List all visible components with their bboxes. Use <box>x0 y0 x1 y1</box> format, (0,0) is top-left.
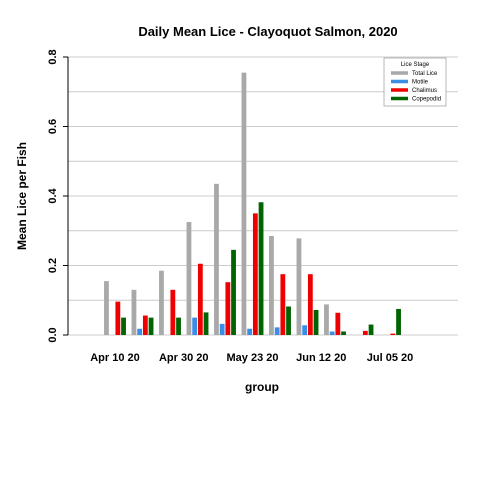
bar-motile <box>192 317 198 336</box>
bar-copepodid <box>286 306 291 335</box>
legend-entry-label: Motile <box>412 80 429 86</box>
bar-total-lice <box>131 289 137 335</box>
bar-chalimus <box>170 289 176 335</box>
bar-chalimus <box>197 263 203 335</box>
bar-chalimus <box>307 274 313 335</box>
bar-motile <box>274 327 280 335</box>
bar-chalimus <box>252 213 258 336</box>
bar-copepodid <box>121 317 126 336</box>
y-tick-label: 0.2 <box>47 258 59 273</box>
bar-copepodid <box>203 312 209 335</box>
bar-total-lice <box>324 304 329 335</box>
bar-copepodid <box>313 309 319 335</box>
x-tick-label: Jul 05 20 <box>367 352 413 364</box>
bar-chalimus <box>390 333 396 335</box>
y-tick-label: 0.4 <box>47 187 59 203</box>
legend-entry-label: Copepodid <box>412 97 441 103</box>
bar-copepodid <box>258 202 264 335</box>
bar-motile <box>329 331 335 335</box>
legend-entry-label: Chalimus <box>412 88 437 94</box>
x-tick-label: Apr 30 20 <box>159 352 209 364</box>
bar-copepodid <box>231 249 236 335</box>
bar-copepodid <box>396 308 401 335</box>
bar-total-lice <box>296 238 302 335</box>
y-axis: 0.0 0.2 0.4 0.6 0.8 <box>47 49 69 343</box>
bar-motile <box>247 328 253 335</box>
bar-copepodid <box>176 317 181 336</box>
bar-total-lice <box>186 222 192 335</box>
bar-chalimus <box>115 301 121 335</box>
bar-chalimus <box>225 282 231 335</box>
legend-entry-label: Total Lice <box>412 71 438 77</box>
y-tick-label: 0.0 <box>47 327 59 342</box>
bar-total-lice <box>269 235 274 335</box>
bars <box>104 72 401 336</box>
bar-total-lice <box>241 72 247 335</box>
bar-chalimus <box>280 274 286 335</box>
x-tick-label: Apr 10 20 <box>90 352 140 364</box>
bar-copepodid <box>341 331 346 335</box>
legend-title: Lice Stage <box>401 62 430 68</box>
bar-total-lice <box>214 183 219 335</box>
chart-title: Daily Mean Lice - Clayoquot Salmon, 2020 <box>138 24 397 39</box>
y-tick-label: 0.8 <box>47 49 59 64</box>
bar-copepodid <box>148 317 154 336</box>
legend: Lice Stage Total Lice Motile Chalimus Copep… <box>383 57 447 107</box>
bar-motile <box>219 323 225 335</box>
x-tick-label: May 23 20 <box>227 352 279 364</box>
bar-copepodid <box>368 324 374 335</box>
x-axis: Apr 10 20 Apr 30 20 May 23 20 Jun 12 20 Jul … <box>90 352 413 364</box>
x-tick-label: Jun 12 20 <box>296 352 346 364</box>
bar-total-lice <box>159 270 164 335</box>
bar-chalimus <box>142 315 148 335</box>
bar-motile <box>137 328 143 335</box>
x-axis-label: group <box>245 380 279 394</box>
y-axis-label: Mean Lice per Fish <box>15 142 29 250</box>
bar-motile <box>302 325 308 335</box>
bar-chalimus <box>362 330 368 335</box>
bar-total-lice <box>104 281 109 335</box>
bar-chalimus <box>335 312 341 335</box>
y-tick-label: 0.6 <box>47 119 59 134</box>
